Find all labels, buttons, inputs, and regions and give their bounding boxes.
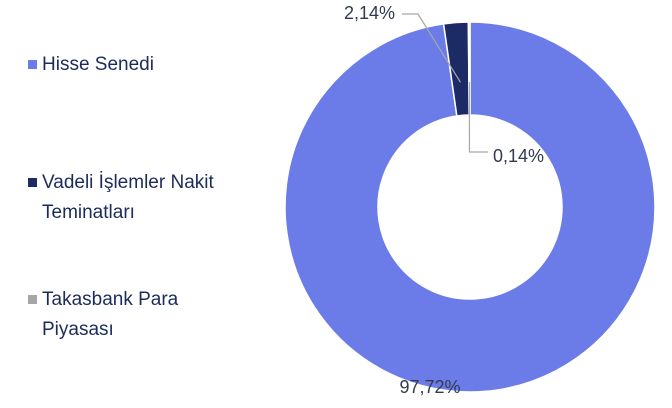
legend-label: Vadeli İşlemler Nakit Teminatları	[42, 172, 214, 223]
legend-label: Takasbank Para Piyasası	[42, 289, 179, 340]
donut-slice	[284, 21, 656, 393]
legend-swatch	[28, 60, 37, 69]
legend-swatch	[28, 178, 37, 187]
data-label: 97,72%	[399, 377, 460, 397]
data-label: 0,14%	[493, 146, 544, 166]
legend-swatch	[28, 295, 37, 304]
legend-item: Takasbank Para Piyasası	[28, 285, 212, 345]
data-label: 2,14%	[344, 3, 395, 23]
leader-line	[402, 13, 462, 83]
leader-line	[468, 82, 488, 153]
legend-item: Hisse Senedi	[28, 50, 282, 80]
legend-label: Hisse Senedi	[42, 54, 154, 75]
legend-item: Vadeli İşlemler Nakit Teminatları	[28, 168, 282, 228]
